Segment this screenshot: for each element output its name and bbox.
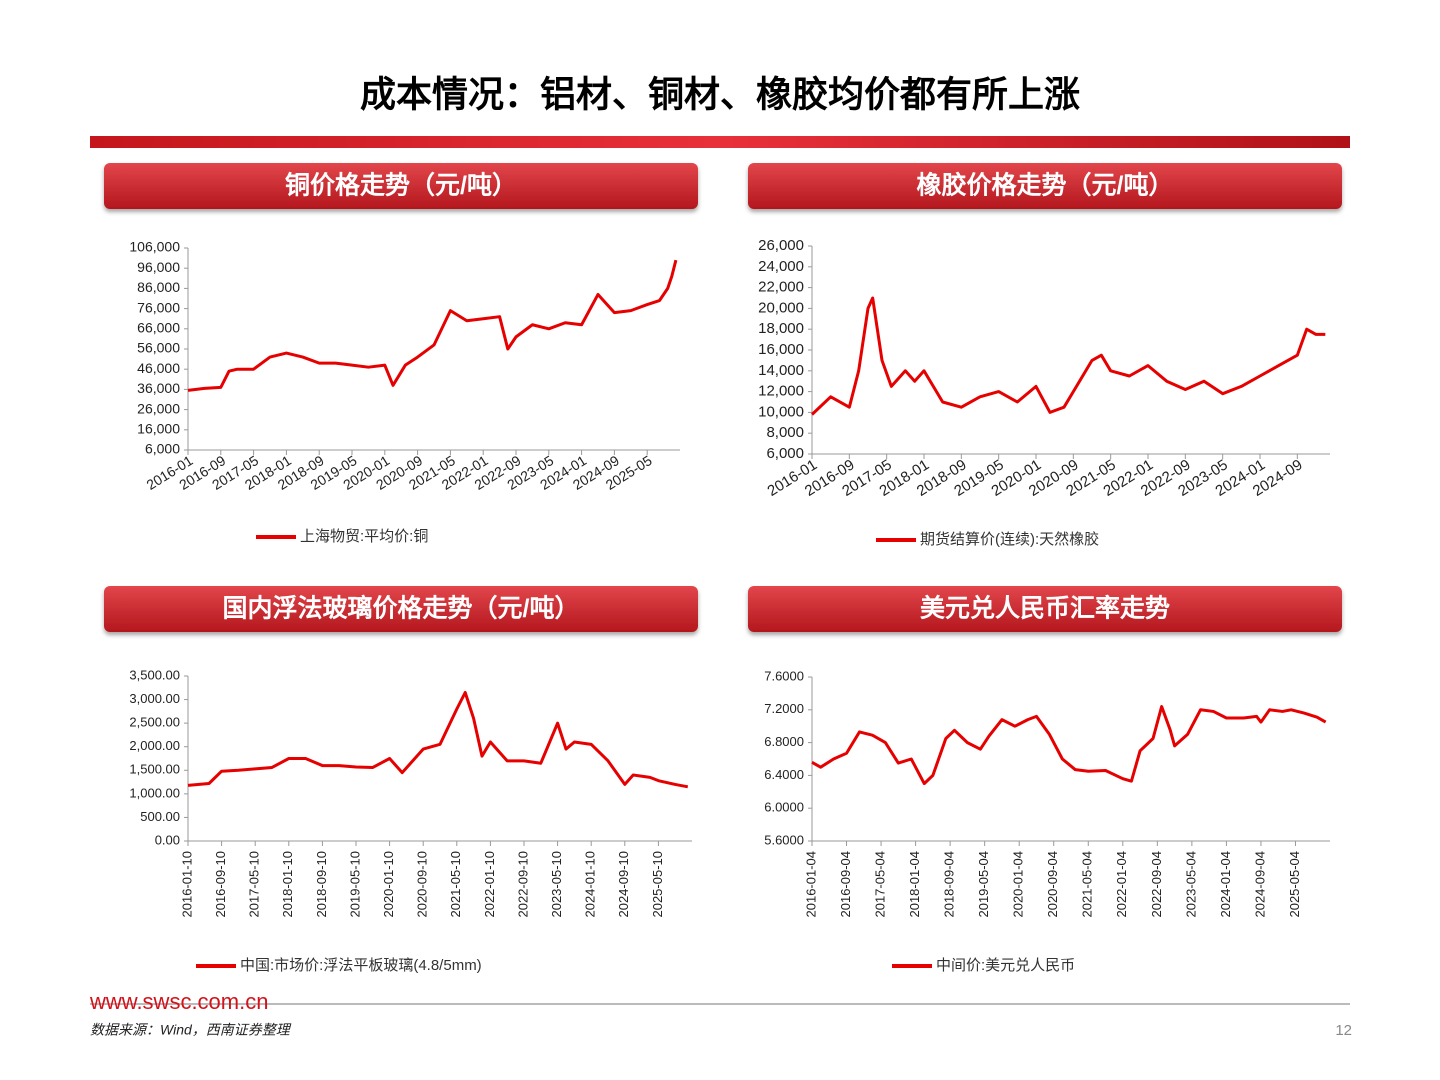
y-tick-label: 18,000 bbox=[758, 320, 804, 337]
x-tick-label: 2017-05-04 bbox=[873, 851, 888, 918]
y-tick-label: 6,000 bbox=[145, 441, 180, 457]
y-tick-label: 96,000 bbox=[137, 259, 180, 275]
x-tick-label: 2025-05-10 bbox=[650, 851, 665, 918]
slide-title: 成本情况：铝材、铜材、橡胶均价都有所上涨 bbox=[360, 74, 1080, 115]
x-tick-label: 2018-01-10 bbox=[280, 851, 295, 918]
data-line bbox=[810, 296, 1326, 416]
chart: 铜价格走势（元/吨） 6,000 16,000 26,000 36,000 46,000 5… bbox=[104, 163, 698, 545]
x-tick-label: 2024-01-10 bbox=[583, 851, 598, 918]
y-tick-label: 7.6000 bbox=[764, 668, 804, 683]
footer-website: www.swsc.com.cn bbox=[89, 989, 268, 1014]
chart: 橡胶价格走势（元/吨） 6,000 8,000 10,000 12,000 14,000 1… bbox=[748, 163, 1342, 548]
x-tick-label: 2016-01-10 bbox=[179, 851, 194, 918]
footer-source: 数据来源：Wind，西南证券整理 bbox=[90, 1022, 292, 1038]
data-line bbox=[187, 691, 689, 789]
y-tick-label: 2,500.00 bbox=[129, 715, 180, 730]
data-line bbox=[811, 705, 1327, 786]
y-tick-label: 46,000 bbox=[137, 360, 180, 376]
y-tick-label: 20,000 bbox=[758, 299, 804, 316]
x-tick-label: 2017-05-10 bbox=[247, 851, 262, 918]
chart-title: 美元兑人民币汇率走势 bbox=[920, 594, 1170, 623]
x-tick-label: 2016-01-04 bbox=[803, 851, 818, 918]
legend-label: 中国:市场价:浮法平板玻璃(4.8/5mm) bbox=[240, 956, 482, 974]
y-tick-label: 500.00 bbox=[140, 809, 180, 824]
x-tick-label: 2016-09-10 bbox=[213, 851, 228, 918]
x-tick-label: 2022-01-10 bbox=[482, 851, 497, 918]
y-tick-label: 6.0000 bbox=[764, 800, 804, 815]
chart: 国内浮法玻璃价格走势（元/吨） 0.00 500.00 1,000.00 1,500.0… bbox=[104, 586, 698, 974]
x-tick-label: 2021-05-10 bbox=[448, 851, 463, 918]
x-tick-label: 2023-05-04 bbox=[1183, 851, 1198, 918]
y-tick-label: 7.2000 bbox=[764, 701, 804, 716]
y-tick-label: 3,500.00 bbox=[129, 667, 180, 682]
chart-header bbox=[104, 163, 698, 209]
y-tick-label: 5.6000 bbox=[764, 832, 804, 847]
x-tick-label: 2024-09-04 bbox=[1252, 851, 1267, 918]
legend-label: 中间价:美元兑人民币 bbox=[936, 957, 1075, 974]
x-tick-label: 2020-01-04 bbox=[1011, 851, 1026, 918]
chart-header bbox=[748, 586, 1342, 632]
legend-label: 上海物贸:平均价:铜 bbox=[300, 528, 428, 545]
y-tick-label: 12,000 bbox=[758, 383, 804, 400]
legend-label: 期货结算价(连续):天然橡胶 bbox=[920, 530, 1099, 548]
y-tick-label: 16,000 bbox=[758, 341, 804, 358]
data-line bbox=[187, 259, 678, 392]
y-tick-label: 2,000.00 bbox=[129, 738, 180, 753]
y-tick-label: 66,000 bbox=[137, 320, 180, 336]
chart: 美元兑人民币汇率走势 5.6000 6.0000 6.4000 6.8000 7.2000… bbox=[748, 586, 1342, 974]
y-tick-label: 1,000.00 bbox=[129, 785, 180, 800]
y-tick-label: 8,000 bbox=[766, 424, 804, 441]
x-tick-label: 2021-05-04 bbox=[1080, 851, 1095, 918]
x-tick-label: 2016-09-04 bbox=[838, 851, 853, 918]
chart-header bbox=[104, 586, 698, 632]
y-tick-label: 26,000 bbox=[758, 237, 804, 254]
x-tick-label: 2020-09-04 bbox=[1045, 851, 1060, 918]
x-tick-label: 2025-05-04 bbox=[1287, 851, 1302, 918]
x-tick-label: 2020-09-10 bbox=[415, 851, 430, 918]
y-tick-label: 0.00 bbox=[155, 832, 180, 847]
x-tick-label: 2019-05-10 bbox=[347, 851, 362, 918]
y-tick-label: 24,000 bbox=[758, 258, 804, 275]
x-tick-label: 2018-01-04 bbox=[907, 851, 922, 918]
y-tick-label: 106,000 bbox=[129, 239, 180, 255]
y-tick-label: 14,000 bbox=[758, 362, 804, 379]
chart-title: 橡胶价格走势（元/吨） bbox=[917, 171, 1174, 200]
y-tick-label: 3,000.00 bbox=[129, 691, 180, 706]
x-tick-label: 2020-01-10 bbox=[381, 851, 396, 918]
chart-title: 铜价格走势（元/吨） bbox=[285, 171, 517, 200]
x-tick-label: 2023-05-10 bbox=[549, 851, 564, 918]
y-tick-label: 6.8000 bbox=[764, 734, 804, 749]
y-tick-label: 86,000 bbox=[137, 279, 180, 295]
x-tick-label: 2022-01-04 bbox=[1114, 851, 1129, 918]
x-tick-label: 2022-09-04 bbox=[1149, 851, 1164, 918]
y-tick-label: 56,000 bbox=[137, 340, 180, 356]
x-tick-label: 2024-01-04 bbox=[1218, 851, 1233, 918]
y-tick-label: 22,000 bbox=[758, 279, 804, 296]
chart-title: 国内浮法玻璃价格走势（元/吨） bbox=[223, 594, 580, 623]
y-tick-label: 36,000 bbox=[137, 380, 180, 396]
x-tick-label: 2018-09-04 bbox=[942, 851, 957, 918]
y-tick-label: 16,000 bbox=[137, 421, 180, 437]
y-tick-label: 10,000 bbox=[758, 403, 804, 420]
y-tick-label: 26,000 bbox=[137, 400, 180, 416]
x-tick-label: 2024-09-10 bbox=[616, 851, 631, 918]
y-tick-label: 6.4000 bbox=[764, 767, 804, 782]
chart-header bbox=[748, 163, 1342, 209]
y-tick-label: 76,000 bbox=[137, 299, 180, 315]
title-bar bbox=[90, 136, 1350, 148]
x-tick-label: 2018-09-10 bbox=[314, 851, 329, 918]
y-tick-label: 6,000 bbox=[766, 445, 804, 462]
page-number: 12 bbox=[1335, 1022, 1352, 1039]
x-tick-label: 2019-05-04 bbox=[976, 851, 991, 918]
x-tick-label: 2022-09-10 bbox=[515, 851, 530, 918]
y-tick-label: 1,500.00 bbox=[129, 762, 180, 777]
